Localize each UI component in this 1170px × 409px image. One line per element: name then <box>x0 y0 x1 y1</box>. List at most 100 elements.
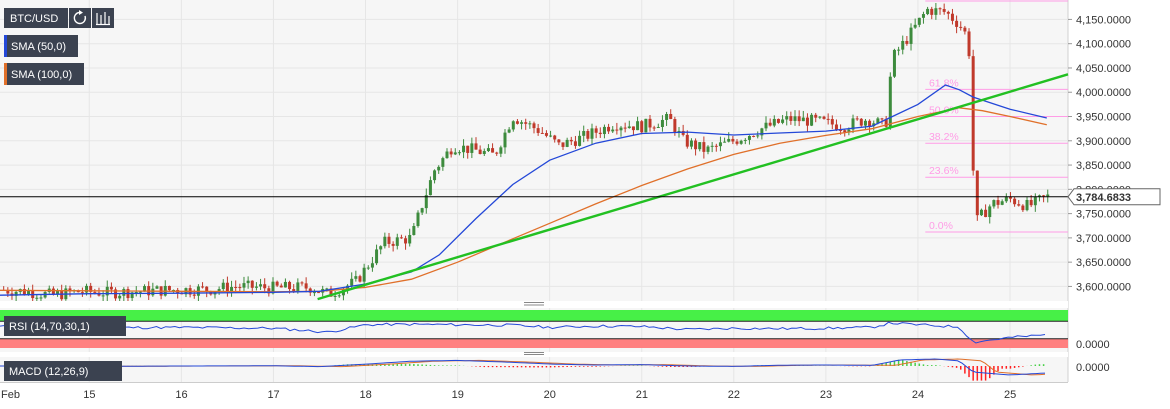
candle-up <box>764 122 768 129</box>
fib-level-label: 100.0% <box>929 0 965 1</box>
candle-up <box>437 166 441 171</box>
candle-down <box>967 31 971 57</box>
candle-up <box>582 131 586 136</box>
candle-up <box>470 143 474 153</box>
candle-up <box>143 286 147 292</box>
price-plot-area[interactable] <box>0 0 1068 301</box>
candle-up <box>602 126 606 135</box>
candle-down <box>685 134 689 147</box>
candle-down <box>569 139 573 142</box>
candle-up <box>660 119 664 127</box>
fibonacci-retracement: 100.0%61.8%50.0%38.2%23.6%0.0% <box>925 0 1068 233</box>
candle-down <box>694 140 698 150</box>
sma100-legend[interactable]: SMA (100,0) <box>4 63 84 85</box>
candle-up <box>346 285 350 290</box>
candle-up <box>979 209 983 216</box>
moving-averages <box>0 73 1069 301</box>
candle-down <box>880 118 884 120</box>
candle-up <box>246 280 250 284</box>
candle-up <box>727 138 731 142</box>
candle-down <box>515 121 519 124</box>
rsi-legend[interactable]: RSI (14,70,30,1) <box>4 316 126 336</box>
rsi-oversold-zone <box>0 338 1068 348</box>
candle-up <box>27 291 31 295</box>
candle-up <box>416 212 420 227</box>
time-tick-label: 25 <box>1004 389 1016 401</box>
candle-up <box>383 236 387 247</box>
candle-down <box>834 124 838 130</box>
candle-down <box>942 8 946 12</box>
candle-up <box>785 116 789 120</box>
candle-up <box>756 135 760 137</box>
candle-up <box>876 118 880 124</box>
candle-up <box>847 129 851 133</box>
candle-up <box>122 289 126 296</box>
candle-down <box>868 120 872 127</box>
candle-up <box>503 132 507 148</box>
candle-down <box>963 27 967 32</box>
candle-up <box>801 117 805 122</box>
candle-up <box>743 139 747 141</box>
candle-down <box>399 237 403 239</box>
resize-handle-rsi[interactable] <box>524 302 544 306</box>
price-tick-label: 3,750.0000 <box>1076 209 1131 221</box>
candle-down <box>669 114 673 120</box>
candle-down <box>673 119 677 133</box>
candle-down <box>1013 198 1017 205</box>
candle-down <box>275 281 279 286</box>
candle-down <box>234 286 238 288</box>
candle-up <box>772 118 776 126</box>
candle-up <box>453 152 457 155</box>
candle-down <box>22 289 26 295</box>
candle-up <box>428 180 432 196</box>
candle-up <box>151 288 155 296</box>
candle-up <box>254 286 258 288</box>
symbol-button[interactable] <box>4 8 68 28</box>
candle-down <box>6 290 10 294</box>
candle-up <box>85 285 89 293</box>
candle-down <box>540 132 544 134</box>
resize-handle-macd[interactable] <box>524 352 544 355</box>
candle-up <box>810 114 814 126</box>
candle-down <box>60 291 64 300</box>
macd-line <box>0 358 1046 376</box>
candle-down <box>826 118 830 120</box>
candle-down <box>544 133 548 136</box>
refresh-button[interactable] <box>69 8 91 28</box>
sma50-legend[interactable]: SMA (50,0) <box>4 35 78 57</box>
candle-down <box>1029 199 1033 206</box>
rsi-pane <box>0 310 1068 348</box>
candle-down <box>955 20 959 27</box>
candle-up <box>354 276 358 279</box>
time-tick-label: Feb <box>1 389 20 401</box>
candle-up <box>992 200 996 207</box>
candle-up <box>333 295 337 297</box>
macd-plot-area[interactable] <box>0 357 1068 382</box>
sma50-label: SMA (50,0) <box>11 41 66 53</box>
candle-up <box>1000 201 1004 205</box>
candle-up <box>934 8 938 15</box>
candle-down <box>959 26 963 28</box>
candle-up <box>1046 194 1050 197</box>
candle-up <box>917 17 921 25</box>
candle-up <box>56 291 60 295</box>
candle-down <box>109 286 113 290</box>
price-tick-label: 4,050.0000 <box>1076 63 1131 75</box>
candle-down <box>524 122 528 124</box>
candle-down <box>859 118 863 126</box>
price-tick-label: 3,650.0000 <box>1076 257 1131 269</box>
candle-up <box>926 8 930 15</box>
candle-up <box>520 122 524 124</box>
candle-down <box>776 118 780 123</box>
price-tag-shape <box>1067 188 1161 206</box>
macd-legend[interactable]: MACD (12,26,9) <box>4 361 122 381</box>
candle-up <box>913 24 917 28</box>
time-tick-label: 18 <box>360 389 372 401</box>
candle-up <box>242 283 246 288</box>
candle-up <box>499 147 503 154</box>
candle-up <box>656 126 660 128</box>
candle-up <box>424 195 428 209</box>
candle-up <box>747 135 751 140</box>
candle-down <box>495 152 499 154</box>
